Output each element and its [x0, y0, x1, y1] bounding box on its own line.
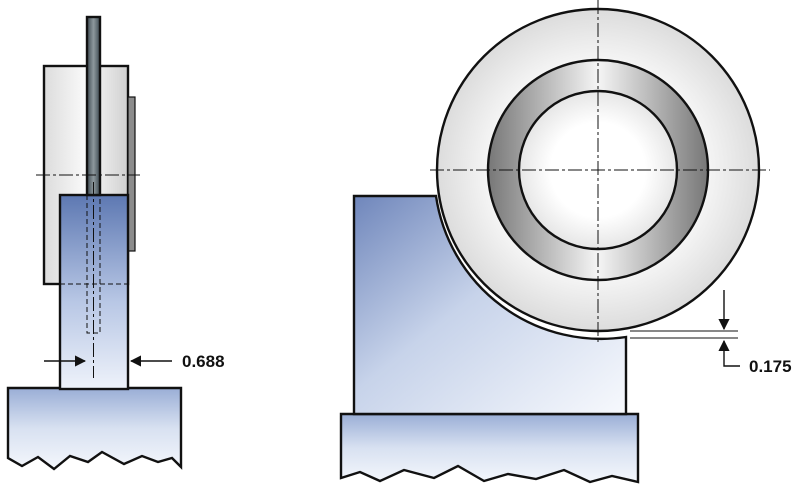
left-flange — [127, 96, 136, 252]
right-support-block — [352, 194, 628, 416]
right-base — [339, 412, 640, 484]
left-dimension-label: 0.688 — [182, 352, 225, 371]
left-view: 0.688 — [6, 15, 225, 471]
right-dimension-label: 0.175 — [749, 357, 792, 376]
right-gap-arrow-bottom — [718, 339, 740, 367]
left-base — [6, 386, 183, 471]
left-shaft — [85, 15, 102, 197]
right-view: 0.175 — [339, 0, 792, 484]
